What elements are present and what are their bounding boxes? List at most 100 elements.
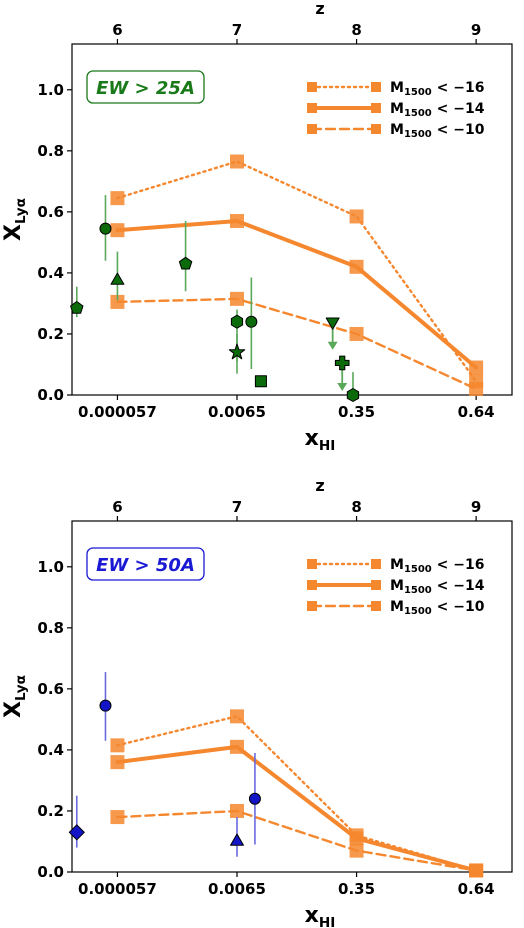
legend-label-main: M (390, 578, 404, 594)
model-point (110, 223, 125, 238)
marker-circle (245, 315, 258, 328)
x-tick-label: 0.000057 (78, 403, 157, 421)
ew-badge-label: EW > 50A (96, 555, 195, 576)
y-axis-label-sub: Lyα (13, 675, 29, 701)
y-axis-label-sub: Lyα (13, 198, 29, 224)
model-point (349, 843, 364, 858)
ew-badge-box (86, 547, 205, 581)
observation-point (248, 752, 261, 845)
plot-frame (71, 520, 513, 873)
marker-plus (334, 355, 350, 371)
y-tick-label: 0.8 (37, 619, 64, 637)
y-tick-label: 0.0 (37, 863, 64, 881)
model-series-2 (110, 214, 484, 375)
ew-badge: EW > 25A (86, 70, 205, 104)
model-point (230, 803, 244, 818)
marker-star (228, 343, 246, 360)
legend-marker (371, 82, 381, 92)
model-series-3 (110, 291, 484, 396)
y-tick-label: 0.4 (37, 741, 64, 759)
model-point (349, 209, 364, 224)
legend-label-rest: < −14 (432, 578, 485, 594)
legend-label: M1500 < −10 (390, 122, 485, 140)
legend-marker (371, 124, 381, 134)
legend-label-rest: < −10 (432, 122, 485, 138)
model-point (110, 738, 125, 753)
top-axis-label: z (315, 476, 324, 495)
x-axis-label-text: xHI (305, 903, 336, 928)
legend-label: M1500 < −10 (390, 599, 485, 617)
top-tick-label: 9 (471, 498, 481, 516)
y-tick-label: 0.2 (37, 325, 64, 343)
model-line (116, 160, 478, 383)
model-point (230, 709, 244, 724)
ew-badge: EW > 50A (86, 547, 205, 581)
model-point (469, 360, 484, 375)
model-line (116, 809, 478, 872)
marker-pentagon (178, 256, 193, 270)
y-tick-label: 1.0 (37, 81, 64, 99)
top-tick-label: 9 (471, 21, 481, 39)
legend-label-sub: 1500 (404, 108, 432, 119)
legend-label-rest: < −10 (432, 599, 485, 615)
legend-label-sub: 1500 (404, 606, 432, 617)
y-axis-label: XLyα (1, 675, 29, 718)
legend-marker (307, 103, 317, 113)
model-point (469, 381, 484, 396)
y-tick-label: 0.8 (37, 142, 64, 160)
model-point (469, 863, 484, 878)
y-axis-label-main: X (1, 701, 26, 718)
top-tick-label: 7 (232, 21, 242, 39)
y-tick-label: 1.0 (37, 558, 64, 576)
legend-label: M1500 < −16 (390, 80, 484, 98)
y-axis-label-main: X (1, 224, 26, 241)
legend-label-rest: < −16 (432, 80, 485, 96)
model-point (230, 291, 244, 306)
legend-marker (307, 601, 317, 611)
upper-limit-arrow-head (337, 382, 348, 391)
model-line (115, 218, 479, 370)
y-tick-label: 0.6 (37, 203, 64, 221)
legend-label-sub: 1500 (404, 87, 432, 98)
y-tick-label: 0.4 (37, 264, 64, 282)
legend-label-main: M (390, 122, 404, 138)
legend-label-sub: 1500 (404, 585, 432, 596)
observation-point (254, 375, 267, 388)
legend-label-sub: 1500 (404, 129, 432, 140)
model-point (110, 294, 125, 309)
marker-triangle-up (110, 272, 125, 285)
legend-label: M1500 < −14 (390, 101, 485, 119)
legend-marker (307, 580, 317, 590)
observation-point (334, 355, 350, 391)
model-point (349, 326, 364, 341)
top-tick-label: 7 (232, 498, 242, 516)
observation-point (346, 372, 360, 402)
y-tick-label: 0.6 (37, 680, 64, 698)
ew-badge-box (86, 70, 205, 104)
model-point (110, 755, 125, 770)
x-axis-label: xHI (305, 426, 336, 454)
x-axis-label-sub: HI (319, 915, 335, 928)
model-point (110, 191, 125, 206)
top-axis-label: z (315, 0, 324, 18)
model-series-2 (110, 739, 484, 878)
chart-panel-2: 0.0 0.2 0.4 0.6 0.8 1.0 0.000057 0.0065 0.35 0.64… (1, 476, 513, 928)
marker-hexagon (230, 314, 244, 329)
top-tick-label: 6 (112, 498, 122, 516)
chart-panel-1: 0.0 0.2 0.4 0.6 0.8 1.0 0.000057 0.0065 0.35 0.64… (1, 0, 513, 454)
marker-circle (99, 222, 112, 235)
marker-triangle-down (325, 317, 340, 330)
x-axis-label-main: x (305, 903, 319, 928)
model-point (230, 739, 244, 754)
model-point (349, 259, 364, 274)
legend-label-rest: < −16 (432, 557, 485, 573)
observation-point (110, 251, 125, 301)
legend-marker (371, 601, 381, 611)
model-series-1 (110, 154, 484, 389)
marker-hexagon (346, 388, 360, 402)
legend-marker (307, 559, 317, 569)
legend-label-rest: < −14 (432, 101, 485, 117)
x-tick-label: 0.0065 (208, 880, 266, 898)
legend-label-main: M (390, 80, 404, 96)
